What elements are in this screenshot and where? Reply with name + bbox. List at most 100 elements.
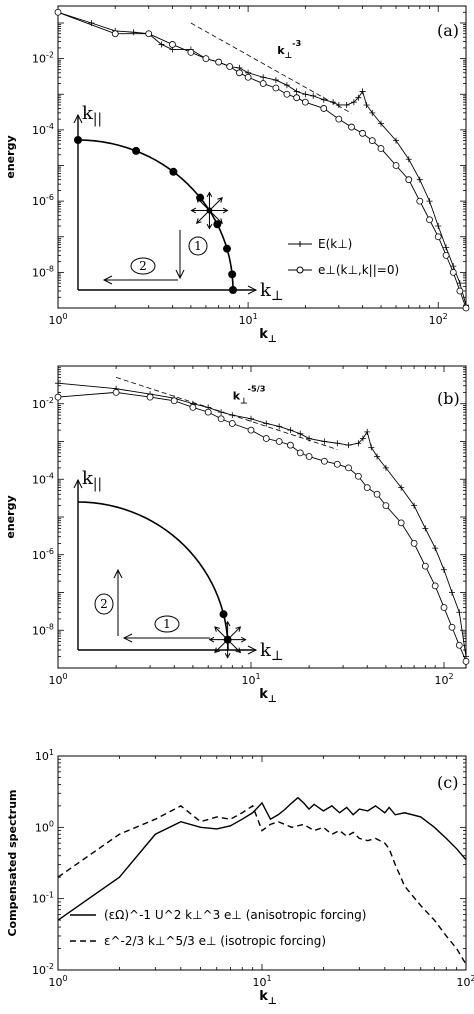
data-point — [130, 29, 137, 36]
data-point — [321, 438, 328, 445]
data-point — [345, 442, 352, 449]
data-point — [287, 441, 294, 449]
tick-label: 10-4 — [32, 122, 54, 137]
inset-y-label: k|| — [82, 103, 102, 127]
inset-dot — [74, 136, 82, 144]
data-point — [248, 415, 255, 422]
data-point — [54, 393, 62, 401]
tick-label: 10-2 — [32, 51, 54, 66]
data-point — [456, 287, 464, 295]
data-point — [377, 145, 385, 152]
data-point — [432, 545, 439, 552]
tick-label: 10-1 — [32, 891, 54, 906]
inset-burst-arrow — [209, 197, 223, 211]
data-point — [363, 484, 371, 492]
tick-label: 100 — [48, 312, 67, 327]
inset-schematic: k|| k⊥ 1 2 — [73, 103, 284, 304]
inset-arrow-label: 2 — [100, 597, 108, 611]
tick-label: 101 — [239, 312, 258, 327]
data-point — [355, 94, 362, 101]
series-line — [57, 382, 467, 657]
series-0 — [55, 9, 469, 309]
inset-burst-head — [217, 197, 223, 203]
data-point — [333, 460, 341, 468]
data-point — [348, 123, 355, 131]
series-line — [57, 11, 467, 306]
inset-burst-head — [241, 636, 247, 643]
data-point — [169, 41, 176, 48]
data-point — [247, 426, 255, 434]
data-point — [359, 88, 366, 95]
legend: E(k⊥) e⊥(k⊥,k||=0) — [288, 237, 399, 277]
data-point — [236, 69, 243, 77]
data-point — [368, 444, 375, 451]
x-axis-label: k⊥ — [259, 989, 277, 1007]
inset-burst-head — [190, 207, 197, 214]
inset-x-label: k⊥ — [260, 280, 284, 304]
inset-arrowhead — [122, 633, 133, 643]
data-point — [374, 453, 381, 460]
data-point — [450, 263, 457, 270]
data-point — [377, 120, 384, 127]
series-0 — [57, 796, 467, 921]
data-point — [449, 268, 457, 276]
tick-label: 10-4 — [32, 471, 54, 486]
y-axis-label: energy — [4, 495, 17, 538]
chart-panel-a: 100 101 102 10-2 10-4 10-6 10-8 energy k⊥ (a) k⊥-3… — [4, 5, 470, 345]
data-point — [287, 427, 294, 434]
inset-burst-arrow — [227, 626, 241, 641]
data-point — [145, 30, 153, 38]
legend-marker — [297, 241, 303, 247]
data-point — [426, 216, 433, 224]
inset-curve — [77, 501, 229, 651]
inset-x-label: k⊥ — [260, 640, 284, 664]
inset-burst-head — [195, 218, 202, 224]
inset-schematic: k|| k⊥ 1 2 — [73, 468, 284, 664]
data-point — [244, 73, 252, 81]
data-point — [215, 58, 223, 66]
tick-label: 101 — [35, 748, 54, 763]
data-point — [448, 623, 456, 631]
data-point — [456, 609, 463, 616]
data-point — [398, 484, 405, 491]
data-point — [283, 82, 290, 89]
series-line — [57, 391, 467, 662]
data-point — [422, 525, 429, 532]
data-point — [456, 280, 463, 287]
data-point — [382, 464, 389, 471]
legend: (εΩ)^-1 U^2 k⊥^3 e⊥ (anisotropic forcing… — [70, 908, 366, 948]
data-point — [363, 101, 370, 108]
data-point — [442, 251, 450, 259]
data-point — [435, 223, 442, 230]
inset-burst-head — [217, 218, 223, 224]
reference-line-label: k⊥-5/3 — [233, 383, 266, 405]
reference-line-label: k⊥-3 — [277, 38, 301, 60]
data-point — [335, 115, 343, 123]
data-point — [54, 8, 62, 16]
plot-frame — [57, 365, 467, 669]
inset-burst-arrow — [209, 210, 223, 224]
inset-burst-head — [224, 620, 231, 627]
data-point — [343, 101, 350, 108]
data-point — [170, 397, 178, 405]
data-point — [462, 304, 470, 312]
inset-dot — [229, 286, 237, 294]
data-point — [364, 428, 371, 435]
data-point — [410, 539, 418, 547]
data-point — [259, 80, 267, 87]
inset-y-label: k|| — [82, 468, 102, 492]
data-point — [262, 435, 270, 442]
data-point — [293, 88, 300, 95]
inset-arrow-label: 1 — [163, 617, 171, 631]
data-point — [334, 440, 341, 447]
data-point — [320, 96, 327, 103]
tick-label: 100 — [48, 974, 67, 989]
x-axis-label: k⊥ — [259, 327, 277, 345]
inset-arrowhead — [73, 113, 83, 124]
data-point — [305, 453, 313, 460]
series-line — [57, 804, 467, 965]
legend-marker — [296, 266, 304, 274]
data-point — [354, 472, 362, 480]
data-point — [405, 176, 413, 184]
